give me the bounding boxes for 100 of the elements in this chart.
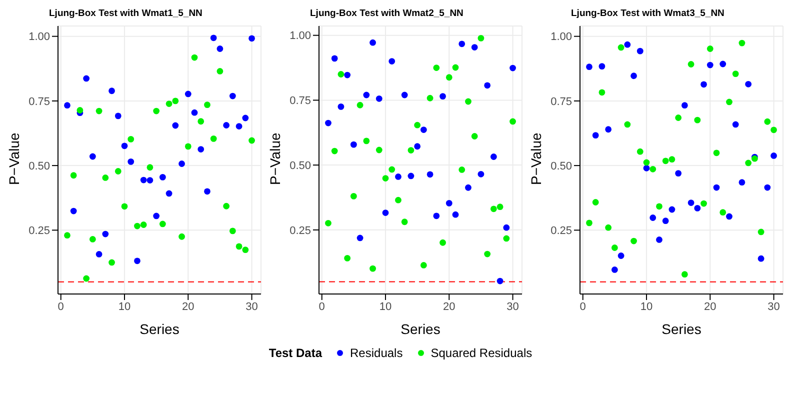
point xyxy=(414,122,421,128)
point xyxy=(446,200,452,206)
point xyxy=(758,228,764,236)
point xyxy=(210,34,217,42)
point xyxy=(426,171,434,178)
point xyxy=(64,102,70,109)
point xyxy=(248,137,255,144)
point xyxy=(458,166,466,173)
x-tick-label: 30 xyxy=(246,300,258,313)
point xyxy=(370,265,376,272)
point xyxy=(382,210,389,216)
point xyxy=(452,64,459,71)
point xyxy=(675,114,682,121)
point xyxy=(764,118,771,125)
point xyxy=(490,206,497,212)
point xyxy=(598,89,606,96)
x-axis-title: Series xyxy=(140,321,180,337)
point xyxy=(484,250,491,258)
point xyxy=(496,278,504,284)
point xyxy=(331,148,338,154)
point xyxy=(76,107,84,114)
point xyxy=(204,102,210,108)
point xyxy=(178,233,185,240)
point xyxy=(242,114,249,122)
point xyxy=(433,212,440,220)
point xyxy=(656,236,662,243)
point xyxy=(656,203,662,210)
point xyxy=(510,64,516,72)
point xyxy=(408,147,414,154)
legend-label: Residuals xyxy=(350,346,403,360)
point xyxy=(89,236,96,242)
point xyxy=(420,126,427,133)
y-tick-label: 1.00 xyxy=(550,31,572,44)
point xyxy=(191,109,198,116)
point xyxy=(611,266,618,273)
point xyxy=(128,136,134,142)
point xyxy=(688,200,694,206)
point xyxy=(89,153,96,160)
x-axis-title: Series xyxy=(400,321,440,337)
point xyxy=(102,174,109,181)
point xyxy=(178,160,185,167)
point xyxy=(706,62,714,68)
point xyxy=(108,259,115,266)
x-tick-label: 10 xyxy=(640,300,653,313)
point xyxy=(426,94,434,102)
point xyxy=(140,176,147,184)
point xyxy=(184,143,192,150)
point xyxy=(420,262,427,268)
point xyxy=(408,172,414,180)
point xyxy=(618,252,624,259)
point xyxy=(618,44,624,51)
point xyxy=(414,143,421,150)
point xyxy=(210,135,217,142)
x-tick-label: 0 xyxy=(580,300,586,313)
point xyxy=(738,40,746,46)
point xyxy=(388,58,396,64)
x-tick-label: 20 xyxy=(704,300,716,313)
point xyxy=(668,156,676,163)
point xyxy=(70,172,77,179)
x-tick-label: 30 xyxy=(506,300,519,313)
point xyxy=(694,205,701,212)
point xyxy=(146,177,154,184)
y-tick-label: 0.50 xyxy=(290,160,311,172)
point xyxy=(478,170,484,178)
point xyxy=(102,230,109,238)
point xyxy=(363,138,370,144)
point xyxy=(681,102,688,109)
y-tick-label: 1.00 xyxy=(290,30,311,42)
x-tick-label: 20 xyxy=(443,300,456,313)
y-tick-label: 0.25 xyxy=(290,224,311,237)
point xyxy=(465,98,472,105)
point xyxy=(598,63,606,70)
point xyxy=(700,200,707,207)
x-axis-title: Series xyxy=(662,321,702,337)
point xyxy=(465,184,472,191)
point xyxy=(356,234,364,242)
point xyxy=(344,254,351,262)
point xyxy=(198,146,204,152)
point xyxy=(70,208,77,214)
point xyxy=(146,164,154,171)
point xyxy=(229,92,236,100)
point xyxy=(681,271,688,278)
point xyxy=(636,48,644,54)
point xyxy=(223,202,230,210)
point xyxy=(668,206,676,213)
point xyxy=(166,190,172,197)
x-tick-label: 30 xyxy=(768,300,780,313)
point xyxy=(650,166,656,172)
point xyxy=(216,46,224,52)
point xyxy=(344,72,351,78)
point xyxy=(248,35,255,42)
point xyxy=(153,212,160,220)
point xyxy=(720,209,726,216)
point xyxy=(770,126,777,134)
point xyxy=(694,116,701,124)
point xyxy=(198,118,204,125)
point xyxy=(166,100,172,107)
point xyxy=(490,154,497,160)
point xyxy=(446,74,452,81)
point xyxy=(732,121,739,128)
